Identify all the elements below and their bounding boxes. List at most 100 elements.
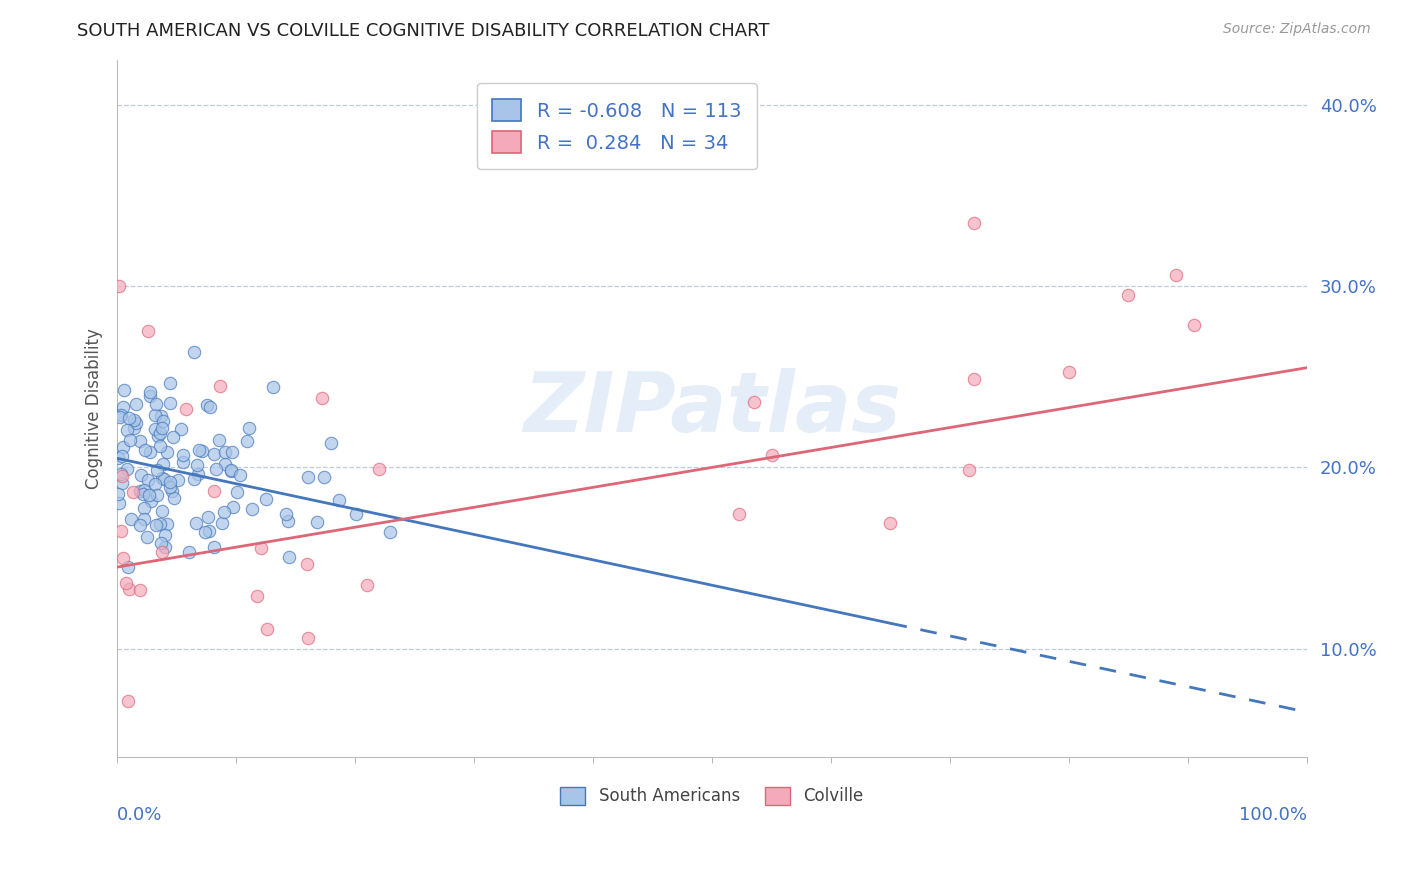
- Point: [236, 434, 259, 448]
- Point: [214, 445, 236, 459]
- Point: [112, 383, 135, 397]
- Point: [129, 483, 152, 498]
- Point: [761, 448, 783, 462]
- Point: [311, 391, 333, 405]
- Point: [111, 449, 134, 463]
- Point: [167, 473, 190, 487]
- Point: [727, 507, 749, 521]
- Point: [131, 468, 153, 483]
- Point: [107, 451, 129, 466]
- Point: [131, 487, 153, 501]
- Point: [122, 413, 145, 427]
- Point: [136, 325, 159, 339]
- Point: [368, 462, 391, 476]
- Point: [136, 473, 159, 487]
- Point: [208, 379, 231, 393]
- Point: [150, 504, 173, 518]
- Point: [150, 409, 173, 424]
- Point: [219, 463, 242, 477]
- Point: [221, 445, 243, 459]
- Point: [115, 423, 138, 437]
- Point: [128, 434, 150, 449]
- Point: [132, 511, 155, 525]
- Point: [162, 484, 184, 499]
- Point: [156, 517, 179, 532]
- Point: [277, 514, 299, 528]
- Point: [152, 472, 174, 486]
- Point: [229, 467, 252, 482]
- Point: [225, 484, 247, 499]
- Point: [162, 430, 184, 444]
- Point: [262, 380, 284, 394]
- Point: [297, 632, 319, 646]
- Point: [114, 576, 136, 591]
- Point: [187, 467, 209, 481]
- Point: [572, 801, 595, 815]
- Point: [184, 516, 207, 531]
- Point: [159, 396, 181, 410]
- Point: [202, 541, 225, 555]
- Point: [963, 372, 986, 386]
- Point: [138, 445, 160, 459]
- Point: [170, 422, 193, 436]
- Point: [254, 491, 277, 506]
- Point: [155, 540, 177, 554]
- Point: [276, 508, 298, 522]
- Point: [219, 464, 242, 478]
- Point: [314, 470, 336, 484]
- Point: [191, 444, 214, 458]
- Point: [202, 483, 225, 498]
- Point: [145, 518, 167, 533]
- Point: [153, 528, 176, 542]
- Point: [174, 402, 197, 417]
- Point: [108, 410, 131, 425]
- Point: [159, 475, 181, 490]
- Point: [108, 496, 131, 510]
- Point: [194, 524, 217, 539]
- Point: [111, 550, 134, 565]
- Point: [150, 421, 173, 435]
- Point: [146, 463, 169, 477]
- Point: [240, 502, 263, 516]
- Point: [117, 410, 139, 425]
- Point: [195, 398, 218, 412]
- Point: [212, 505, 235, 519]
- Point: [295, 558, 318, 572]
- Point: [957, 463, 980, 477]
- Point: [145, 422, 167, 436]
- Point: [156, 444, 179, 458]
- Point: [124, 421, 146, 435]
- Point: [139, 389, 162, 403]
- Point: [128, 582, 150, 597]
- Point: [238, 421, 260, 435]
- Text: ZIPatlas: ZIPatlas: [523, 368, 901, 449]
- Point: [152, 414, 174, 428]
- Point: [211, 516, 233, 530]
- Point: [159, 376, 181, 391]
- Point: [205, 461, 228, 475]
- Point: [145, 397, 167, 411]
- Point: [139, 384, 162, 399]
- Point: [149, 425, 172, 440]
- Point: [744, 395, 766, 409]
- Point: [141, 494, 163, 508]
- Point: [246, 590, 269, 604]
- Point: [143, 477, 166, 491]
- Point: [297, 470, 319, 484]
- Point: [129, 517, 152, 532]
- Point: [111, 440, 134, 454]
- Point: [149, 517, 172, 532]
- Text: Source: ZipAtlas.com: Source: ZipAtlas.com: [1223, 22, 1371, 37]
- Point: [121, 484, 143, 499]
- Point: [108, 279, 131, 293]
- Point: [149, 439, 172, 453]
- Point: [132, 483, 155, 498]
- Point: [202, 447, 225, 461]
- Point: [277, 549, 299, 564]
- Point: [107, 486, 129, 500]
- Point: [346, 507, 368, 521]
- Point: [146, 488, 169, 502]
- Point: [963, 216, 986, 230]
- Point: [110, 408, 132, 422]
- Point: [305, 515, 328, 529]
